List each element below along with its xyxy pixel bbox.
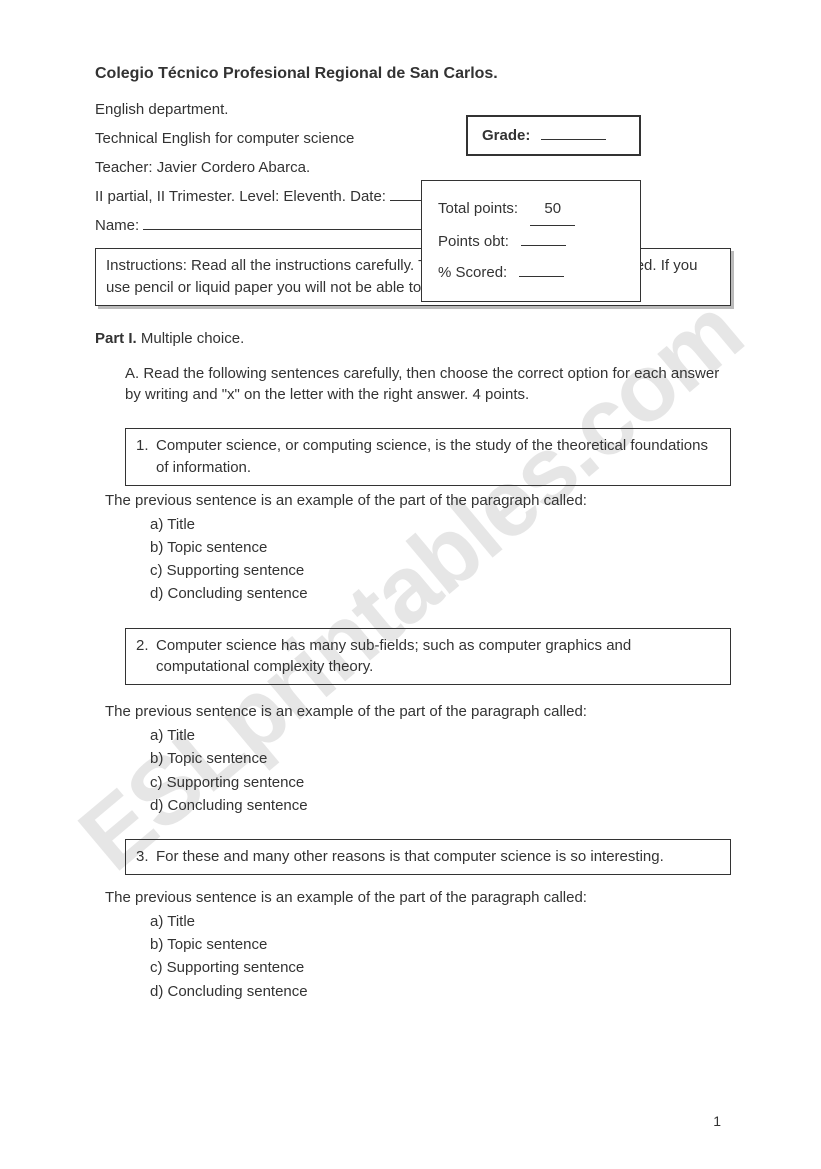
points-obtained-blank[interactable] (521, 245, 566, 246)
q1-option-c[interactable]: c) Supporting sentence (150, 559, 731, 582)
question-1-box: 1. Computer science, or computing scienc… (125, 428, 731, 486)
document-content: Grade: Total points: 50 Points obt: % Sc… (95, 65, 731, 1003)
question-2-text: Computer science has many sub-fields; su… (156, 635, 720, 679)
question-3-options: a) Title b) Topic sentence c) Supporting… (150, 910, 731, 1003)
q3-option-a[interactable]: a) Title (150, 910, 731, 933)
part1-title: Part I. Multiple choice. (95, 330, 731, 347)
q2-option-b[interactable]: b) Topic sentence (150, 747, 731, 770)
q2-option-d[interactable]: d) Concluding sentence (150, 794, 731, 817)
q2-option-a[interactable]: a) Title (150, 724, 731, 747)
q2-option-c[interactable]: c) Supporting sentence (150, 771, 731, 794)
percent-scored-blank[interactable] (519, 276, 564, 277)
part1-bold: Part I. (95, 330, 137, 347)
percent-scored-label: % Scored: (438, 264, 507, 281)
question-3-box: 3. For these and many other reasons is t… (125, 839, 731, 875)
name-label: Name: (95, 217, 139, 234)
total-points-label: Total points: (438, 200, 518, 217)
question-2-prompt: The previous sentence is an example of t… (105, 703, 731, 720)
q3-option-d[interactable]: d) Concluding sentence (150, 980, 731, 1003)
q3-option-b[interactable]: b) Topic sentence (150, 933, 731, 956)
question-1-num: 1. (136, 435, 156, 479)
name-blank[interactable] (143, 229, 423, 230)
q1-option-a[interactable]: a) Title (150, 513, 731, 536)
question-3-num: 3. (136, 846, 156, 868)
question-2-options: a) Title b) Topic sentence c) Supporting… (150, 724, 731, 817)
grade-blank[interactable] (541, 139, 606, 140)
page-number: 1 (713, 1113, 721, 1129)
q1-option-d[interactable]: d) Concluding sentence (150, 582, 731, 605)
points-box: Total points: 50 Points obt: % Scored: (421, 180, 641, 302)
q1-option-b[interactable]: b) Topic sentence (150, 536, 731, 559)
question-3-text: For these and many other reasons is that… (156, 846, 720, 868)
question-2-num: 2. (136, 635, 156, 679)
question-1-options: a) Title b) Topic sentence c) Supporting… (150, 513, 731, 606)
question-2-box: 2. Computer science has many sub-fields;… (125, 628, 731, 686)
question-1-text: Computer science, or computing science, … (156, 435, 720, 479)
teacher-line: Teacher: Javier Cordero Abarca. (95, 159, 731, 176)
points-obtained-label: Points obt: (438, 233, 509, 250)
section-a-instructions: A. Read the following sentences carefull… (125, 363, 731, 407)
question-3-prompt: The previous sentence is an example of t… (105, 889, 731, 906)
part1-rest: Multiple choice. (137, 330, 245, 347)
points-obtained-row: Points obt: (438, 226, 624, 258)
grade-label: Grade: (482, 127, 530, 144)
q3-option-c[interactable]: c) Supporting sentence (150, 956, 731, 979)
partial-text: II partial, II Trimester. Level: Elevent… (95, 188, 386, 205)
percent-scored-row: % Scored: (438, 257, 624, 289)
school-title: Colegio Técnico Profesional Regional de … (95, 65, 731, 83)
total-points-row: Total points: 50 (438, 193, 624, 226)
total-points-value: 50 (530, 193, 575, 226)
question-1-prompt: The previous sentence is an example of t… (105, 492, 731, 509)
grade-box: Grade: (466, 115, 641, 156)
